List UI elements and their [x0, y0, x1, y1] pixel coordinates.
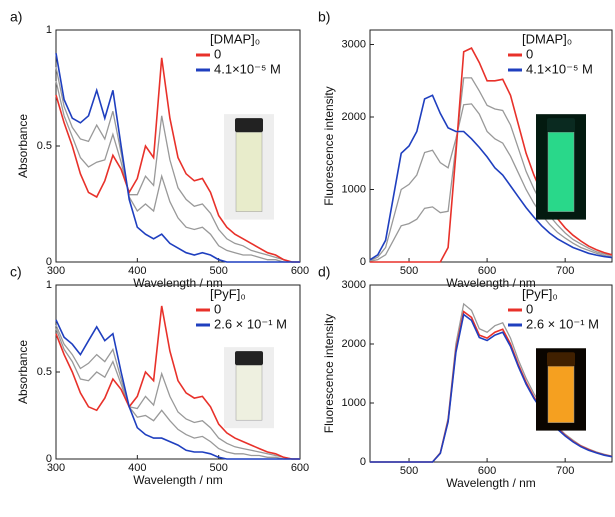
- x-tick-label: 300: [47, 462, 65, 474]
- vial-body: [235, 131, 263, 212]
- vial-body: [547, 366, 575, 423]
- data-line: [55, 57, 300, 263]
- vial-cap: [547, 118, 575, 133]
- x-tick-label: 600: [291, 462, 309, 474]
- y-axis-label: Fluorescence intensity: [322, 86, 336, 205]
- y-tick-label: 2000: [342, 338, 366, 350]
- legend-label: 0: [214, 301, 221, 316]
- plot-frame: [369, 29, 613, 263]
- legend-label: 2.6 × 10⁻¹ M: [526, 316, 599, 331]
- y-axis-label: Absorbance: [16, 114, 30, 178]
- y-tick-label: 0: [360, 256, 366, 268]
- x-tick-label: 500: [209, 265, 227, 277]
- panel-label: d): [318, 264, 330, 280]
- data-line: [369, 103, 613, 262]
- data-line: [55, 53, 300, 263]
- y-tick-label: 0: [46, 453, 52, 465]
- x-axis-label: Wavelength / nm: [133, 473, 223, 487]
- legend-label: 0: [526, 46, 533, 61]
- y-tick-label: 0: [360, 456, 366, 468]
- legend-label: 0: [214, 46, 221, 61]
- x-tick-label: 600: [478, 265, 496, 277]
- y-tick-label: 3000: [342, 279, 366, 291]
- legend-label: 4.1×10⁻⁵ M: [214, 61, 281, 76]
- legend-label: 0: [526, 301, 533, 316]
- x-tick-label: 500: [400, 265, 418, 277]
- panel-label: a): [10, 9, 22, 25]
- y-tick-label: 0.5: [37, 140, 52, 152]
- y-tick-label: 1: [46, 279, 52, 291]
- legend-title: [PyF]₀: [210, 286, 246, 301]
- vial-cap: [235, 118, 263, 133]
- data-line: [55, 324, 300, 460]
- legend-title: [DMAP]₀: [522, 31, 572, 46]
- data-line: [55, 328, 300, 460]
- data-line: [370, 313, 613, 463]
- legend-title: [DMAP]₀: [210, 31, 260, 46]
- x-axis-label: Wavelength / nm: [446, 476, 536, 490]
- x-axis-label: Wavelength / nm: [446, 276, 536, 290]
- y-tick-label: 1: [46, 24, 52, 36]
- x-axis-label: Wavelength / nm: [133, 276, 223, 290]
- y-tick-label: 2000: [342, 111, 366, 123]
- y-tick-label: 0: [46, 256, 52, 268]
- x-tick-label: 400: [128, 265, 146, 277]
- data-line: [369, 94, 613, 261]
- vial-cap: [235, 351, 263, 366]
- x-tick-label: 300: [47, 265, 65, 277]
- y-axis-label: Absorbance: [16, 340, 30, 404]
- y-tick-label: 1000: [342, 183, 366, 195]
- legend-label: 4.1×10⁻⁵ M: [526, 61, 593, 76]
- x-tick-label: 400: [128, 462, 146, 474]
- y-tick-label: 1000: [342, 397, 366, 409]
- x-tick-label: 600: [291, 265, 309, 277]
- data-line: [370, 47, 613, 263]
- data-line: [369, 77, 613, 262]
- x-tick-label: 700: [556, 265, 574, 277]
- vial-cap: [547, 352, 575, 367]
- data-line: [55, 80, 300, 263]
- data-line: [55, 66, 300, 263]
- legend-title: [PyF]₀: [522, 286, 558, 301]
- x-tick-label: 500: [209, 462, 227, 474]
- y-axis-label: Fluorescence intensity: [322, 314, 336, 433]
- data-line: [55, 319, 300, 460]
- vial-body: [547, 131, 575, 212]
- legend-label: 2.6 × 10⁻¹ M: [214, 316, 287, 331]
- y-tick-label: 3000: [342, 38, 366, 50]
- y-tick-label: 0.5: [37, 366, 52, 378]
- panel-label: c): [10, 264, 22, 280]
- data-line: [55, 305, 300, 460]
- panel-label: b): [318, 9, 330, 25]
- plot-frame: [369, 284, 613, 463]
- x-tick-label: 700: [556, 465, 574, 477]
- x-tick-label: 500: [400, 465, 418, 477]
- vial-body: [235, 364, 263, 421]
- x-tick-label: 600: [478, 465, 496, 477]
